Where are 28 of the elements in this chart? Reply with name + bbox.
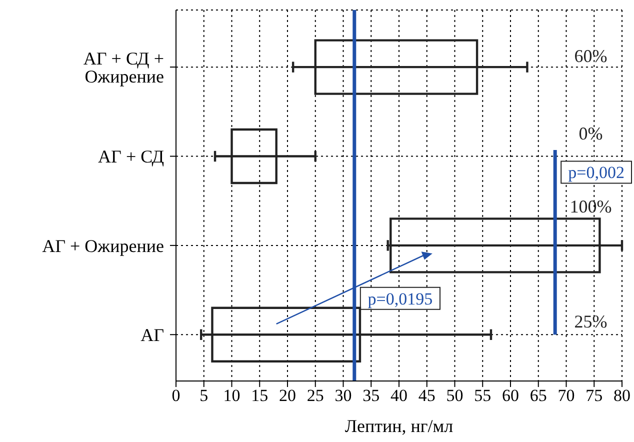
- x-tick-label: 60: [502, 386, 519, 406]
- y-tick-label: АГ: [140, 325, 164, 346]
- x-tick-label: 65: [530, 386, 547, 406]
- x-tick-label: 50: [446, 386, 464, 406]
- y-tick-label: АГ + Ожирение: [42, 236, 164, 256]
- annotation: 60%: [574, 46, 608, 66]
- x-tick-label: 80: [614, 386, 630, 406]
- x-tick-label: 10: [223, 386, 240, 406]
- annotation: 100%: [570, 196, 612, 216]
- x-tick-label: 5: [200, 386, 208, 406]
- x-tick-label: 15: [251, 386, 268, 406]
- annotation: 25%: [574, 312, 608, 332]
- annotation: p=0,002: [568, 163, 624, 182]
- x-tick-label: 55: [474, 386, 492, 406]
- x-tick-label: 35: [362, 386, 380, 406]
- x-axis-title: Лептин, нг/мл: [344, 416, 454, 436]
- y-tick-label: АГ + СД + Ожирение: [83, 48, 164, 86]
- x-tick-label: 45: [418, 386, 436, 406]
- x-tick-label: 25: [306, 386, 324, 406]
- x-tick-label: 70: [558, 386, 575, 406]
- x-tick-label: 40: [390, 386, 408, 406]
- x-tick-label: 30: [334, 386, 352, 406]
- y-tick-label: АГ + СД: [98, 146, 164, 167]
- x-tick-label: 0: [172, 386, 180, 406]
- annotation: 0%: [578, 123, 603, 144]
- x-tick-label: 75: [586, 386, 603, 406]
- x-tick-label: 20: [279, 386, 296, 406]
- annotation: p=0,0195: [368, 289, 433, 308]
